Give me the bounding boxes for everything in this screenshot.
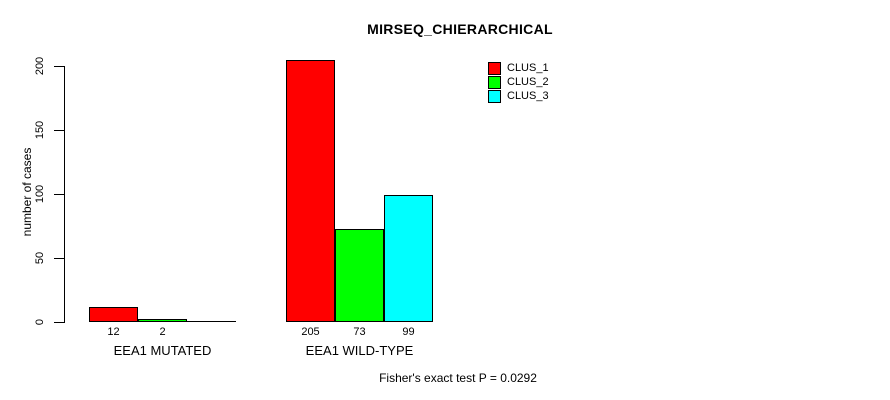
legend-item: CLUS_3 xyxy=(488,90,549,103)
legend-color-swatch xyxy=(488,76,501,89)
legend-item: CLUS_1 xyxy=(488,62,549,75)
y-tick-label: 100 xyxy=(34,184,46,204)
chart-title: MIRSEQ_CHIERARCHICAL xyxy=(367,21,553,37)
footnote-text: Fisher's exact test P = 0.0292 xyxy=(379,371,537,385)
bar-clus_1-1 xyxy=(286,60,335,322)
y-tick-mark xyxy=(54,194,64,195)
y-tick-label: 50 xyxy=(34,251,46,265)
bar-clus_1-0 xyxy=(89,307,138,322)
y-tick-label: 0 xyxy=(34,318,46,326)
legend-color-swatch xyxy=(488,62,501,75)
bar-clus_2-1 xyxy=(335,229,384,322)
bar-value-label: 99 xyxy=(402,326,415,338)
bar-value-label: 2 xyxy=(159,326,166,338)
legend-label: CLUS_2 xyxy=(507,76,549,88)
bar-value-label: 205 xyxy=(301,326,320,338)
y-tick-mark xyxy=(54,258,64,259)
bar-clus_3-0 xyxy=(187,321,236,322)
y-tick-label: 200 xyxy=(34,56,46,76)
bar-clus_3-1 xyxy=(384,195,433,322)
legend-color-swatch xyxy=(488,90,501,103)
bar-value-label: 73 xyxy=(353,326,366,338)
y-axis-label: number of cases xyxy=(20,147,34,237)
bar-clus_2-0 xyxy=(138,319,187,322)
x-category-label: EEA1 MUTATED xyxy=(113,343,212,358)
y-axis-line xyxy=(64,66,65,323)
y-tick-mark xyxy=(54,322,64,323)
legend-item: CLUS_2 xyxy=(488,76,549,89)
bar-value-label: 12 xyxy=(107,326,120,338)
legend-label: CLUS_3 xyxy=(507,90,549,102)
x-category-label: EEA1 WILD-TYPE xyxy=(305,343,414,358)
y-tick-mark xyxy=(54,130,64,131)
y-tick-label: 150 xyxy=(34,120,46,140)
legend-label: CLUS_1 xyxy=(507,62,549,74)
legend: CLUS_1 CLUS_2 CLUS_3 xyxy=(488,62,549,104)
y-tick-mark xyxy=(54,66,64,67)
